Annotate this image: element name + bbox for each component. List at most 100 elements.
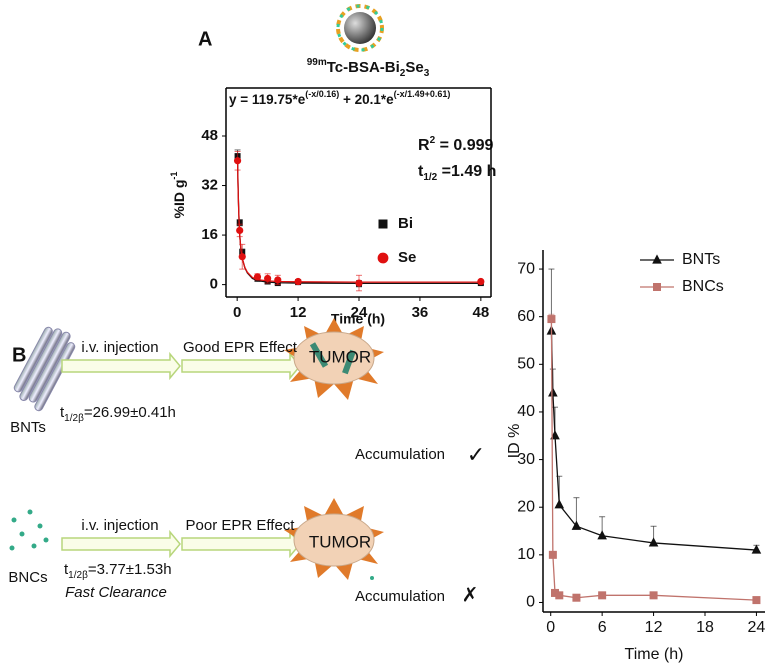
point — [548, 550, 557, 559]
x-tick-label: 0 — [546, 619, 555, 636]
dot — [31, 543, 37, 549]
half-life: t1/2β=26.99±0.41h — [60, 404, 176, 424]
title-part: 99m — [307, 57, 327, 68]
point — [752, 596, 761, 605]
fit-line — [236, 160, 481, 283]
result-mark: ✓ — [467, 442, 485, 467]
point — [547, 315, 556, 324]
equation: y = 119.75*e(-x/0.16) + 20.1*e(-x/1.49+0… — [229, 89, 450, 106]
equation-part: (-x/0.16) — [305, 89, 339, 99]
point — [571, 520, 582, 530]
x-tick-label: 48 — [473, 304, 490, 321]
y-tick-label: 16 — [201, 226, 218, 243]
equation-part: y = 119.75*e — [229, 92, 306, 107]
y-tick-label: 10 — [517, 546, 535, 563]
y-axis-label: ID % — [506, 424, 523, 459]
target-label: TUMOR — [309, 532, 371, 551]
y-tick-label: 32 — [201, 177, 218, 194]
legend-marker — [653, 283, 661, 291]
point — [238, 253, 246, 261]
title-part: Se — [405, 59, 423, 76]
x-tick-label: 36 — [412, 304, 429, 321]
y-tick-label: 60 — [517, 308, 535, 325]
t-part: =3.77±1.53h — [88, 561, 172, 578]
result-mark: ✗ — [462, 584, 479, 606]
equation-part: + 20.1*e — [339, 92, 394, 107]
dot — [9, 545, 15, 551]
title-part: 2 — [400, 68, 406, 79]
result-label: Accumulation — [355, 588, 445, 605]
result-label: Accumulation — [355, 446, 445, 463]
tube-in-tumor — [342, 349, 356, 375]
tube — [28, 331, 71, 403]
panel-label: B — [12, 344, 26, 366]
y-tick-label: 20 — [517, 498, 535, 515]
step-label: i.v. injection — [81, 517, 158, 534]
point — [294, 277, 302, 286]
point — [598, 591, 607, 600]
x-tick-label: 18 — [696, 619, 714, 636]
dot — [43, 537, 49, 543]
dot — [11, 517, 17, 523]
x-tick-label: 6 — [598, 619, 607, 636]
nanocluster-icon — [9, 509, 49, 551]
point — [264, 274, 272, 283]
legend-marker — [377, 252, 389, 264]
target-label: TUMOR — [309, 347, 371, 366]
half-life: t1/2 =1.49 h — [418, 163, 496, 183]
t-part: =26.99±0.41h — [84, 404, 176, 421]
t-part: t — [60, 404, 65, 421]
step-label: Poor EPR Effect — [186, 517, 296, 534]
dot — [370, 576, 374, 580]
dot — [27, 509, 33, 515]
r-part: 2 — [430, 135, 436, 146]
chart-title: 99mTc-BSA-Bi2Se3 — [307, 57, 430, 79]
r-squared: R2 = 0.999 — [418, 135, 494, 154]
r-part: R — [418, 137, 430, 154]
point — [477, 277, 485, 286]
t-part: t — [64, 561, 69, 578]
panel-a: A 99mTc-BSA-Bi2Se3 y = 119.75*e(-x/0.16)… — [169, 4, 496, 327]
t-part: 1/2β — [68, 570, 88, 581]
series-line — [550, 319, 757, 601]
row-name: BNCs — [8, 569, 47, 586]
y-tick-label: 30 — [517, 451, 535, 468]
panel-b-diagram: B BNTs i.v. injection Good — [8, 318, 485, 606]
point — [572, 593, 581, 602]
t-part: 1/2β — [64, 413, 84, 424]
dot — [37, 523, 43, 529]
legend-label: BNTs — [682, 251, 720, 268]
tube — [19, 328, 63, 401]
point — [548, 387, 558, 397]
y-tick-label: 48 — [201, 127, 218, 144]
tumor-body — [293, 513, 375, 567]
point — [554, 499, 565, 509]
x-tick-label: 24 — [748, 619, 766, 636]
y-tick-label: 40 — [517, 403, 535, 420]
x-axis-label: Time (h) — [625, 646, 684, 663]
note: Fast Clearance — [65, 584, 167, 601]
equation-part: (-x/1.49+0.61) — [394, 89, 451, 99]
arrow — [61, 529, 181, 559]
tumor-icon — [284, 498, 384, 580]
point — [274, 276, 282, 284]
panel-label: A — [198, 28, 212, 50]
tumor-icon — [284, 318, 384, 400]
y-label-part: -1 — [169, 172, 179, 180]
x-tick-label: 24 — [351, 304, 368, 321]
t-part: =1.49 h — [437, 163, 496, 180]
point — [551, 588, 559, 597]
title-part: Tc-BSA-Bi — [327, 59, 400, 76]
x-tick-label: 12 — [290, 304, 307, 321]
particle-core — [344, 12, 376, 44]
y-tick-label: 0 — [526, 594, 535, 611]
arrow — [181, 351, 301, 381]
point — [236, 226, 244, 235]
point — [555, 591, 564, 600]
series-line — [550, 330, 757, 551]
r-part: = 0.999 — [435, 137, 493, 154]
step-label: i.v. injection — [81, 339, 158, 356]
y-label-part: %ID g — [171, 180, 187, 219]
x-tick-label: 12 — [645, 619, 663, 636]
legend-label: Se — [398, 249, 416, 266]
